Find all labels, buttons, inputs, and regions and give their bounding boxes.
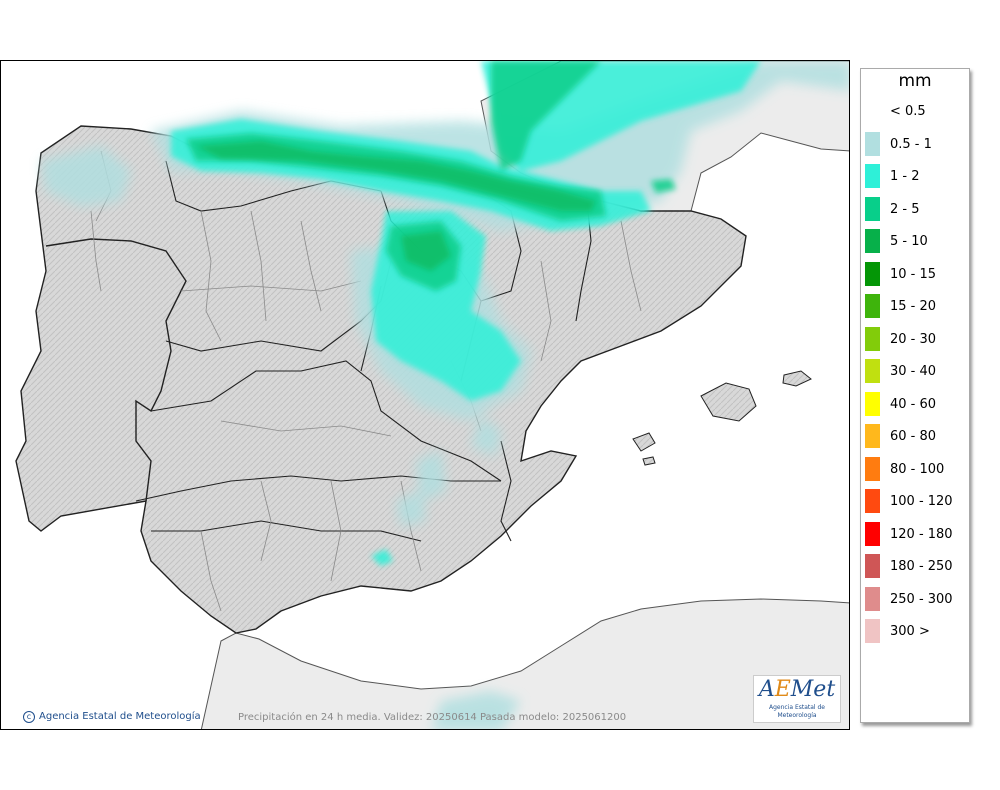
mallorca	[700, 382, 757, 422]
legend-label: 2 - 5	[890, 201, 920, 217]
legend-label: 10 - 15	[890, 266, 937, 282]
legend-title: mm	[898, 71, 932, 91]
legend-label: 300 >	[890, 624, 930, 639]
legend-label: 1 - 2	[890, 169, 920, 184]
legend-swatch	[865, 196, 880, 221]
legend-label: 180 - 250	[890, 559, 953, 574]
legend-label: 15 - 20	[890, 299, 937, 314]
legend-item: 80 - 100	[865, 456, 965, 481]
legend-swatch	[865, 359, 880, 383]
legend-item: 100 - 120	[865, 489, 965, 513]
precipitation-legend: mm < 0.5 0.5 - 1 1 - 2 2 - 5 5 - 10 10 - 15 15…	[860, 68, 970, 723]
copyright-notice: c Agencia Estatal de Meteorología	[23, 711, 201, 723]
legend-item: 0.5 - 1	[865, 131, 965, 156]
legend-swatch	[865, 554, 880, 578]
legend-item: 15 - 20	[865, 294, 965, 318]
legend-swatch	[865, 131, 880, 156]
legend-swatch	[865, 229, 880, 253]
legend-item: < 0.5	[865, 99, 965, 123]
menorca	[782, 370, 812, 387]
map-caption: Precipitación en 24 h media. Validez: 20…	[238, 712, 627, 723]
legend-label: 80 - 100	[890, 461, 945, 477]
legend-item: 20 - 30	[865, 326, 965, 351]
legend-swatch	[865, 326, 880, 351]
legend-swatch	[865, 391, 880, 416]
copyright-text: Agencia Estatal de Meteorología	[39, 711, 201, 722]
legend-label: 250 - 300	[890, 591, 953, 607]
legend-item: 1 - 2	[865, 164, 965, 188]
legend-swatch	[865, 424, 880, 448]
legend-label: < 0.5	[890, 104, 926, 119]
legend-swatch	[865, 521, 880, 546]
precipitation-map: c Agencia Estatal de Meteorología Precipi…	[0, 60, 850, 730]
copyright-icon: c	[23, 711, 35, 723]
logo-subtitle: Agencia Estatal de Meteorología	[768, 704, 825, 719]
map-canvas	[15, 61, 849, 729]
legend-label: 5 - 10	[890, 234, 928, 249]
legend-item: 120 - 180	[865, 521, 965, 546]
legend-item: 30 - 40	[865, 359, 965, 383]
legend-swatch	[865, 586, 880, 611]
africa-land	[200, 598, 849, 729]
legend-swatch	[865, 164, 880, 188]
legend-item: 2 - 5	[865, 196, 965, 221]
legend-item: 5 - 10	[865, 229, 965, 253]
legend-label: 100 - 120	[890, 494, 953, 509]
legend-label: 0.5 - 1	[890, 136, 932, 152]
legend-item: 250 - 300	[865, 586, 965, 611]
precip-5-10	[196, 141, 596, 271]
legend-label: 40 - 60	[890, 396, 937, 412]
legend-swatch	[865, 456, 880, 481]
formentera	[642, 456, 656, 466]
legend-item: 40 - 60	[865, 391, 965, 416]
legend-label: 30 - 40	[890, 364, 937, 379]
logo-wordmark: AEMet	[758, 677, 836, 702]
legend-swatch	[865, 489, 880, 513]
legend-label: 60 - 80	[890, 429, 937, 444]
legend-item: 300 >	[865, 619, 965, 643]
legend-swatch	[865, 294, 880, 318]
legend-label: 120 - 180	[890, 526, 953, 542]
portugal-border	[45, 238, 187, 502]
aemet-logo: AEMet Agencia Estatal de Meteorología	[753, 675, 841, 723]
ibiza	[632, 432, 656, 452]
legend-swatch	[865, 619, 880, 643]
legend-item: 10 - 15	[865, 261, 965, 286]
legend-item: 60 - 80	[865, 424, 965, 448]
legend-item: 180 - 250	[865, 554, 965, 578]
legend-swatch	[865, 261, 880, 286]
legend-label: 20 - 30	[890, 331, 937, 347]
